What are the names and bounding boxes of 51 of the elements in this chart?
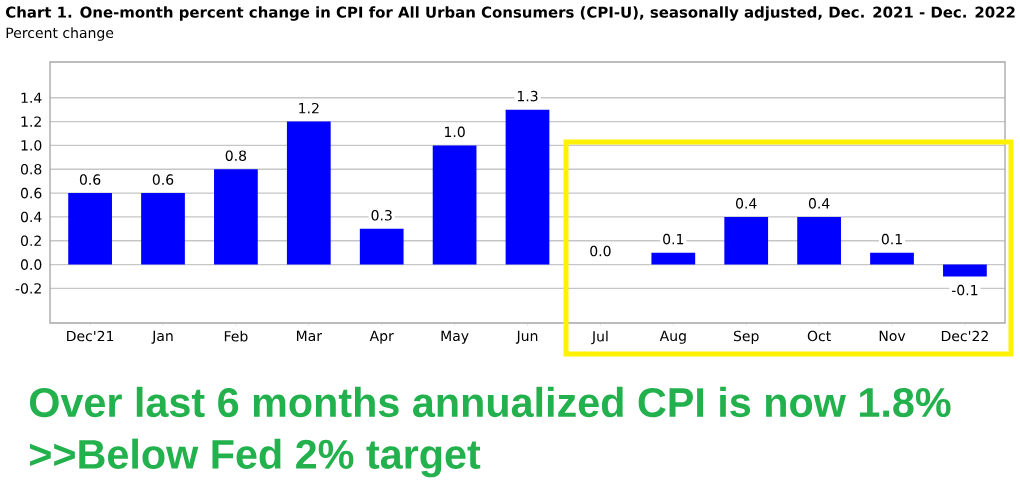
x-tick-label: Mar: [296, 330, 323, 342]
y-tick-label: 0.4: [20, 211, 42, 223]
text: >>Below Fed 2% target: [30, 438, 481, 478]
data-label: 0.6: [152, 174, 174, 185]
bar: [797, 216, 841, 265]
bar: [286, 121, 331, 265]
x-tick-label: Dec'21: [67, 330, 114, 342]
data-label: 0.1: [663, 233, 684, 245]
y-tick-label: 0.0: [20, 259, 42, 270]
data-label: 0.3: [371, 209, 392, 221]
y-tick-label: 0.2: [20, 235, 41, 247]
bar: [214, 169, 258, 265]
bar: [432, 145, 477, 265]
data-label: 1.3: [517, 90, 538, 102]
y-tick-label: 1.0: [21, 140, 42, 151]
data-label: 0.4: [736, 198, 757, 209]
x-tick-label: Sep: [733, 330, 759, 345]
bar: [724, 216, 769, 265]
data-label: 0.8: [225, 150, 247, 161]
bar: [505, 109, 550, 265]
y-tick-label: -0.2: [15, 283, 41, 294]
bar: [68, 193, 112, 265]
data-label: 1.0: [445, 126, 465, 138]
data-label: -0.1: [951, 284, 978, 296]
text: Over last 6 months annualized CPI is now 1.8%: [29, 386, 951, 418]
x-tick-label: Aug: [659, 330, 686, 344]
x-tick-label: Feb: [224, 330, 248, 342]
x-tick-label: Dec'22: [941, 330, 988, 342]
bar: [870, 252, 914, 265]
data-label: 1.2: [299, 102, 319, 114]
y-tick-label: 0.6: [20, 187, 42, 199]
y-axis-title: Percent change: [6, 27, 114, 41]
bar: [141, 193, 185, 265]
y-tick-label: 1.4: [21, 92, 42, 103]
x-tick-label: Jun: [515, 330, 538, 344]
x-tick-label: May: [441, 330, 469, 344]
data-label: 0.0: [590, 245, 611, 257]
x-tick-label: Apr: [369, 330, 394, 344]
bar: [359, 228, 404, 265]
data-label: 0.1: [881, 233, 902, 245]
x-tick-label: Oct: [807, 330, 831, 342]
bar: [943, 264, 987, 277]
y-tick-label: 0.8: [20, 163, 42, 175]
bar: [651, 252, 696, 265]
data-label: 0.6: [79, 174, 101, 185]
x-tick-label: Jul: [591, 330, 608, 345]
y-tick-label: 1.2: [21, 116, 41, 127]
chart-title: Chart 1. One-month percent change in CPI for All Urban Consumers (CPI-U), seasonally adjusted, Dec. 2021 - Dec. 2022: [6, 6, 1015, 21]
x-tick-label: Jan: [151, 330, 173, 344]
data-label: 0.4: [808, 198, 830, 209]
x-tick-label: Nov: [879, 330, 906, 342]
